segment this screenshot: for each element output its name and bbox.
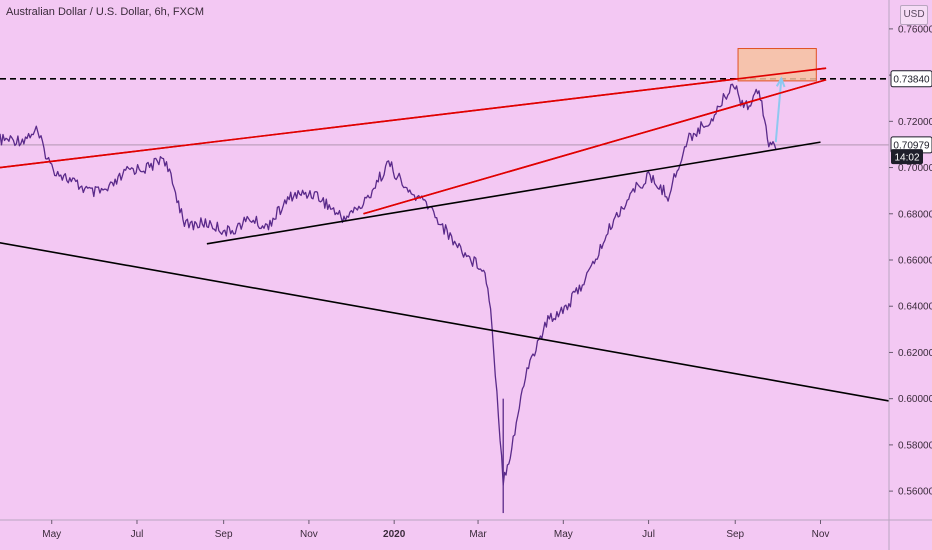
price-label-1402: 14:02 [891, 149, 923, 165]
target-zone-box [737, 48, 817, 82]
trendline-overlay-1 [0, 67, 827, 169]
y-tick-label: 0.64000 [898, 302, 932, 313]
chart-title: Australian Dollar / U.S. Dollar, 6h, FXC… [6, 6, 205, 18]
x-tick-label: May [554, 529, 573, 540]
x-tick-label: Mar [469, 529, 487, 540]
trendline-overlay-2 [363, 78, 827, 215]
price-label-text: 14:02 [894, 153, 919, 164]
y-tick-label: 0.68000 [898, 209, 932, 220]
price-label-text: 0.73840 [893, 74, 930, 85]
price-label-box [890, 70, 932, 88]
projection-arrow [774, 78, 783, 143]
x-tick-label: Sep [726, 529, 744, 540]
y-tick-label: 0.72000 [898, 117, 932, 128]
projection-arrow-head [775, 76, 786, 88]
y-tick-label: 0.66000 [898, 256, 932, 267]
x-tick-label: Jul [642, 529, 655, 540]
trendline-3 [206, 141, 821, 245]
y-tick-label: 0.60000 [898, 394, 932, 405]
x-tick-label: Jul [131, 529, 144, 540]
price-label-box [891, 149, 923, 165]
plot-area [0, 48, 889, 514]
y-tick-label: 0.76000 [898, 24, 932, 35]
y-tick-label: 0.56000 [898, 487, 932, 498]
trendline-4 [0, 241, 889, 402]
y-tick-label: 0.62000 [898, 348, 932, 359]
price-series-line [0, 83, 777, 486]
price-label-text: 0.70979 [893, 140, 930, 151]
x-tick-label: 2020 [383, 529, 406, 540]
price-label-073840: 0.73840 [890, 70, 932, 88]
x-tick-label: May [42, 529, 61, 540]
x-tick-label: Nov [812, 529, 830, 540]
y-tick-label: 0.70000 [898, 163, 932, 174]
currency-button[interactable]: USD [900, 5, 928, 25]
x-tick-label: Sep [215, 529, 233, 540]
y-tick-label: 0.58000 [898, 440, 932, 451]
x-tick-label: Nov [300, 529, 318, 540]
